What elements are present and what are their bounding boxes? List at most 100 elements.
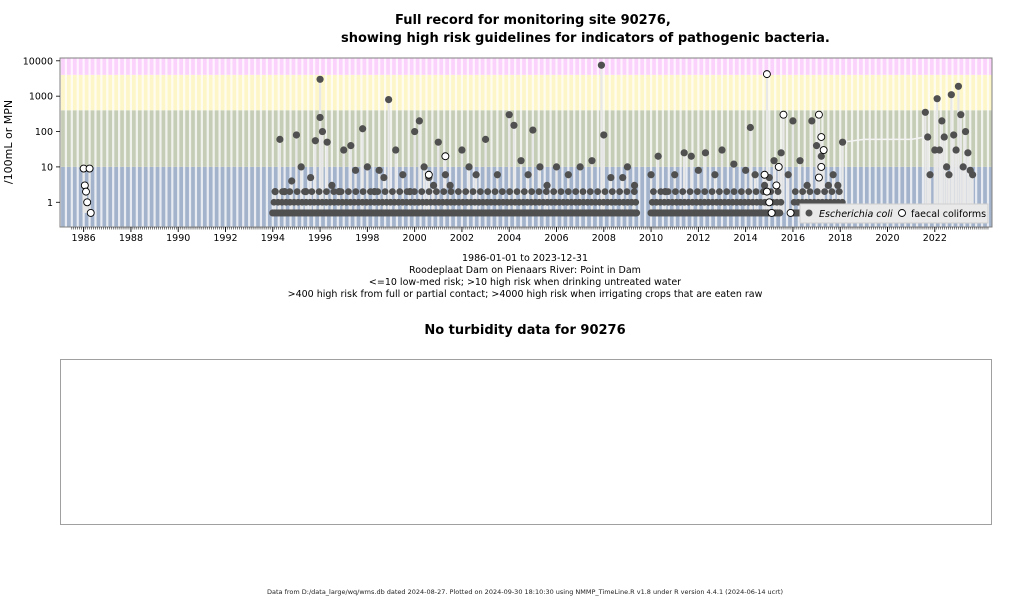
point-ecoli [363,163,371,171]
point-ecoli [694,166,702,174]
point-ecoli [829,171,837,179]
point-ecoli-2 [672,188,679,196]
point-ecoli [288,177,296,185]
point-ecoli [940,133,948,141]
point-ecoli [742,166,750,174]
point-ecoli-2 [708,188,716,196]
y-axis-label: /100mL or MPN [2,100,15,184]
x-tick-label: 2016 [781,233,805,244]
point-ecoli-2 [498,188,506,196]
point-ecoli [623,163,632,171]
point-ecoli-2 [623,188,631,196]
x-tick-label: 2018 [828,233,852,244]
point-ecoli-2 [828,188,836,196]
chart-title-line1: Full record for monitoring site 90276, [395,13,671,28]
point-faecal [441,152,450,161]
point-ecoli-2 [557,188,565,196]
point-faecal [760,170,769,179]
y-tick-label: 1 [47,198,53,209]
point-ecoli [607,173,615,182]
point-ecoli [921,108,929,116]
point-ecoli [524,171,532,179]
legend-box [799,203,989,224]
x-axis: 1986 1988 1990 1992 1994 1996 1998 2000 2002 2004… [72,227,989,244]
point-ecoli-2 [330,188,338,196]
point-ecoli [505,111,513,119]
point-ecoli-2 [650,188,657,196]
point-ecoli [415,117,423,125]
point-ecoli [834,181,842,190]
point-ecoli-2 [594,188,602,196]
point-faecal [86,208,95,217]
point-ecoli [597,61,606,69]
point-ecoli-2 [308,188,316,196]
point-ecoli [938,117,946,125]
point-ecoli [359,125,367,133]
point-ecoli [335,188,343,196]
point-ecoli-2 [701,188,709,196]
point-ecoli [947,91,955,99]
point-ecoli [817,152,825,160]
point-ecoli [351,166,360,174]
point-ecoli [552,163,561,171]
point-ecoli-2 [806,188,814,196]
point-ecoli-2 [572,188,580,196]
point-faecal [817,133,826,141]
x-tick-label: 2010 [639,233,663,244]
point-ecoli-base [776,209,784,217]
point-ecoli-2 [491,188,499,196]
point-faecal [83,198,92,207]
legend-ecoli-marker [805,209,813,217]
turbidity-plot-area [60,359,992,525]
point-faecal [765,198,774,207]
point-ecoli [654,152,662,160]
point-ecoli [392,146,400,154]
point-ecoli [926,171,934,179]
point-ecoli [600,131,608,139]
point-ecoli-2 [293,188,301,196]
point-ecoli-2 [440,188,448,196]
point-faecal [762,70,771,79]
x-tick-label: 1992 [213,233,237,244]
point-ecoli [517,157,525,165]
point-ecoli [630,181,639,190]
point-ecoli-2 [315,188,323,196]
trend-line [842,136,926,143]
point-faecal [814,173,823,182]
x-tick-label: 1996 [308,233,332,244]
point-ecoli-2 [513,188,521,196]
point-ecoli-2 [476,188,484,196]
point-ecoli-2 [564,188,572,196]
x-tick-label: 2006 [544,233,568,244]
point-ecoli [959,163,967,171]
point-ecoli-2 [715,188,723,196]
point-ecoli-2 [579,188,587,196]
point-ecoli [429,181,438,190]
point-ecoli [564,171,572,179]
point-faecal [85,164,94,173]
point-ecoli [307,173,315,182]
point-ecoli-2 [630,188,638,196]
point-ecoli [316,75,324,83]
point-ecoli [380,173,388,182]
point-faecal [767,208,776,217]
point-ecoli [375,166,383,174]
point-faecal [817,162,826,171]
point-ecoli-2 [550,188,558,196]
point-ecoli [493,171,501,179]
legend-faecal-label: faecal coliforms [911,209,986,220]
point-ecoli-2 [601,188,609,196]
point-ecoli [411,127,419,136]
x-tick-label: 2002 [450,233,474,244]
point-ecoli [302,188,310,196]
point-ecoli [730,160,738,168]
point-ecoli [406,188,414,196]
point-ecoli [770,157,778,165]
point-ecoli [297,163,305,171]
point-ecoli [671,171,679,179]
point-ecoli-2 [447,188,455,196]
point-ecoli [808,117,816,125]
point-faecal [779,110,788,119]
y-axis: 1 10 100 1000 10000 [23,56,60,209]
point-ecoli-2 [679,188,687,196]
